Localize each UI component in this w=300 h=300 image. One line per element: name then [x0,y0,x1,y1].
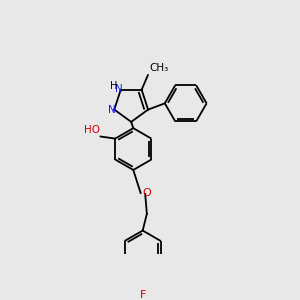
Text: N: N [115,84,122,94]
Text: N: N [108,105,116,115]
Text: HO: HO [83,125,100,136]
Text: O: O [143,188,152,198]
Text: CH₃: CH₃ [149,63,168,73]
Text: H: H [110,81,117,91]
Text: F: F [140,290,146,300]
